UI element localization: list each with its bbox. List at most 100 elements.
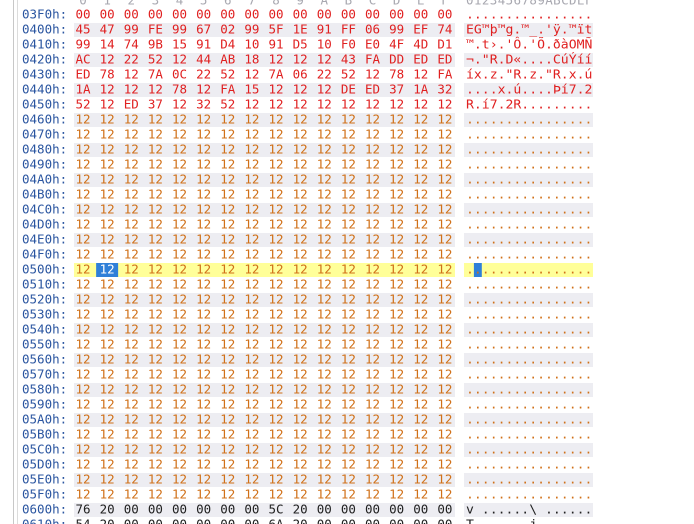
byte[interactable]: 52 [75,97,90,112]
byte[interactable]: 12 [293,172,308,187]
byte[interactable]: 4F [389,37,404,52]
byte[interactable]: 12 [100,172,115,187]
byte[interactable]: 14 [100,37,115,52]
ascii[interactable]: ™.t›.'Ô.'Õ.ðàOMÑ [466,37,592,52]
byte[interactable]: 12 [244,397,259,412]
byte[interactable]: 12 [365,472,380,487]
byte[interactable]: 12 [437,217,452,232]
byte[interactable]: 12 [269,442,284,457]
byte[interactable]: 12 [100,337,115,352]
byte[interactable]: 12 [437,247,452,262]
byte[interactable]: 12 [196,427,211,442]
byte[interactable]: 12 [124,487,139,502]
byte[interactable]: ED [124,97,139,112]
byte[interactable]: 12 [220,172,235,187]
byte[interactable]: 12 [75,142,90,157]
byte[interactable]: 12 [365,382,380,397]
byte[interactable]: 52 [341,67,356,82]
byte[interactable]: 12 [100,487,115,502]
byte[interactable]: 12 [124,127,139,142]
byte[interactable]: 12 [365,97,380,112]
byte[interactable]: 99 [124,22,139,37]
byte[interactable]: 12 [317,97,332,112]
byte[interactable]: 00 [317,502,332,517]
byte[interactable]: 12 [365,352,380,367]
byte[interactable]: 12 [341,97,356,112]
byte[interactable]: 12 [124,457,139,472]
byte[interactable]: 12 [148,367,163,382]
byte[interactable]: 00 [413,502,428,517]
byte[interactable]: 12 [389,247,404,262]
byte[interactable]: 12 [365,187,380,202]
byte[interactable]: 12 [341,322,356,337]
byte[interactable]: 12 [172,157,187,172]
byte[interactable]: 12 [317,487,332,502]
byte[interactable]: 32 [437,82,452,97]
byte[interactable]: 12 [75,457,90,472]
byte[interactable]: 0C [172,67,187,82]
byte[interactable]: 12 [341,172,356,187]
byte[interactable]: FA [437,67,453,82]
byte[interactable]: 12 [293,127,308,142]
byte[interactable]: 22 [196,67,211,82]
ascii[interactable]: ................ [466,382,592,397]
byte[interactable]: 12 [220,382,235,397]
byte[interactable]: 12 [341,277,356,292]
byte[interactable]: 12 [196,112,211,127]
byte[interactable]: 12 [220,487,235,502]
byte[interactable]: 12 [341,472,356,487]
byte[interactable]: 00 [196,7,211,22]
byte[interactable]: 12 [269,472,284,487]
byte[interactable]: 12 [269,217,284,232]
byte[interactable]: 12 [389,397,404,412]
ascii[interactable]: v ......\ ...... [466,502,592,517]
byte[interactable]: F0 [341,37,356,52]
byte[interactable]: FA [220,82,236,97]
byte[interactable]: 12 [341,202,356,217]
ascii[interactable]: ................ [466,277,592,292]
byte[interactable]: 12 [196,307,211,322]
byte[interactable]: 00 [220,517,235,524]
byte[interactable]: 12 [220,427,235,442]
byte[interactable]: 12 [317,127,332,142]
byte[interactable]: 12 [341,187,356,202]
byte[interactable]: 12 [148,202,163,217]
byte[interactable]: 12 [100,157,115,172]
byte[interactable]: 00 [172,502,187,517]
byte[interactable]: 12 [269,247,284,262]
byte[interactable]: 12 [437,457,452,472]
byte[interactable]: 12 [172,142,187,157]
byte[interactable]: 12 [220,217,235,232]
byte[interactable]: 12 [148,142,163,157]
byte[interactable]: 12 [75,412,90,427]
byte[interactable]: 12 [172,217,187,232]
byte[interactable]: 67 [196,22,211,37]
byte[interactable]: 52 [220,67,235,82]
byte[interactable]: 12 [124,367,139,382]
byte[interactable]: 12 [244,457,259,472]
byte[interactable]: 12 [172,397,187,412]
byte[interactable]: 12 [341,412,356,427]
byte[interactable]: 00 [172,7,187,22]
byte[interactable]: 12 [365,412,380,427]
byte[interactable]: 12 [196,82,211,97]
byte[interactable]: 12 [365,172,380,187]
byte[interactable]: 12 [124,247,139,262]
byte[interactable]: 12 [148,172,163,187]
byte[interactable]: 12 [124,277,139,292]
ascii[interactable]: ................ [466,157,592,172]
byte[interactable]: 12 [365,247,380,262]
byte[interactable]: 12 [100,427,115,442]
byte[interactable]: 12 [172,352,187,367]
byte[interactable]: 12 [172,307,187,322]
byte[interactable]: 12 [317,457,332,472]
byte[interactable]: 12 [341,442,356,457]
ascii[interactable]: ................ [466,352,592,367]
byte[interactable]: 12 [341,382,356,397]
byte[interactable]: 4D [413,37,428,52]
byte[interactable]: 00 [124,517,139,524]
byte[interactable]: 12 [269,412,284,427]
byte[interactable]: 91 [196,37,211,52]
byte[interactable]: 12 [148,382,163,397]
byte[interactable]: 12 [100,397,115,412]
